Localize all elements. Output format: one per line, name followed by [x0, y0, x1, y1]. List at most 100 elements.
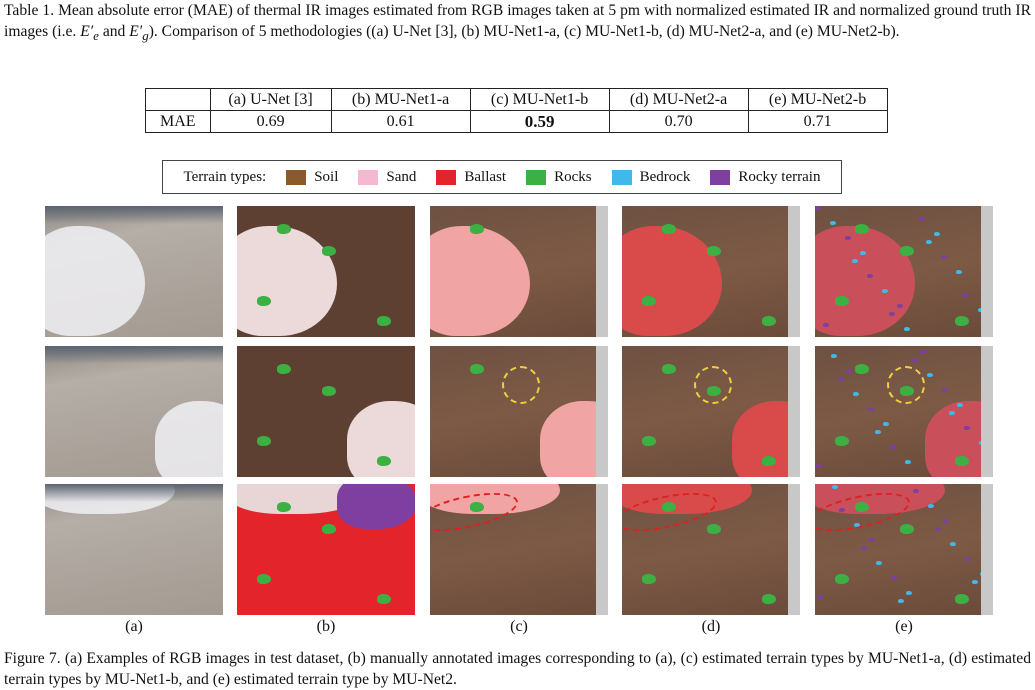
wall: [596, 484, 608, 615]
speckle: [876, 561, 882, 565]
legend-title: Terrain types:: [183, 168, 267, 185]
column-header: (e) MU-Net2-b: [747, 88, 888, 111]
mae-value: 0.69: [209, 110, 332, 133]
speckle: [898, 599, 904, 603]
speckle: [816, 464, 822, 468]
math-symbol: E′: [80, 23, 94, 40]
speckle: [919, 217, 925, 221]
speckle: [854, 523, 860, 527]
speckle: [920, 350, 926, 354]
legend-item: Rocks: [526, 169, 592, 186]
image-panel: [622, 346, 800, 477]
terrain-patch: [337, 484, 415, 529]
rock-patch: [835, 436, 849, 446]
image-panel: [45, 206, 223, 337]
legend-swatch: [710, 169, 731, 185]
speckle: [889, 312, 895, 316]
image-panel: [45, 484, 223, 615]
rock-patch: [277, 502, 291, 512]
value-row: MAE 0.69 0.61 0.59 0.70 0.71: [145, 110, 888, 133]
speckle: [926, 240, 932, 244]
speckle: [883, 422, 889, 426]
column-header: (a) U-Net [3]: [209, 88, 332, 111]
sky: [45, 346, 223, 364]
legend-swatch: [436, 169, 457, 185]
rock-patch: [322, 246, 336, 256]
wall: [596, 346, 608, 477]
speckle: [838, 377, 844, 381]
terrain-patch: [622, 226, 722, 336]
image-panel: [815, 484, 993, 615]
speckle: [913, 489, 919, 493]
rock-patch: [662, 364, 676, 374]
rock-patch: [377, 594, 391, 604]
image-panel: [45, 346, 223, 477]
row-label: MAE: [145, 110, 211, 133]
image-panel: [430, 206, 608, 337]
rock-patch: [835, 296, 849, 306]
column-header: (b) MU-Net1-a: [330, 88, 471, 111]
panel-label: (b): [316, 618, 336, 635]
speckle: [882, 289, 888, 293]
speckle: [965, 557, 971, 561]
rock-patch: [642, 574, 656, 584]
rock-patch: [377, 316, 391, 326]
sky: [45, 206, 223, 224]
legend-swatch: [286, 169, 307, 185]
legend-label: Ballast: [464, 168, 507, 185]
legend-label: Rocky terrain: [738, 168, 821, 185]
column-header: (c) MU-Net1-b: [469, 88, 610, 111]
wall: [981, 206, 993, 337]
speckle: [852, 259, 858, 263]
rock-patch: [762, 594, 776, 604]
speckle: [905, 460, 911, 464]
speckle: [875, 430, 881, 434]
speckle: [943, 519, 949, 523]
speckle: [941, 255, 947, 259]
highlight-ellipse: [694, 366, 732, 404]
speckle: [963, 293, 969, 297]
image-panel: [815, 206, 993, 337]
terrain-patch: [45, 226, 145, 336]
image-panel: [815, 346, 993, 477]
rock-patch: [277, 224, 291, 234]
image-panel: [237, 346, 415, 477]
speckle: [934, 232, 940, 236]
header-row: (a) U-Net [3] (b) MU-Net1-a (c) MU-Net1-b (…: [145, 88, 888, 111]
rock-patch: [900, 246, 914, 256]
rock-patch: [470, 364, 484, 374]
table-caption: Table 1. Mean absolute error (MAE) of th…: [4, 0, 1031, 46]
speckle: [830, 221, 836, 225]
caption-text: and: [98, 23, 130, 40]
terrain-patch: [155, 401, 223, 477]
rock-patch: [257, 574, 271, 584]
legend-label: Bedrock: [639, 168, 691, 185]
wall: [596, 206, 608, 337]
figure-caption: Figure 7. (a) Examples of RGB images in …: [4, 650, 1031, 688]
rock-patch: [835, 574, 849, 584]
rock-patch: [257, 296, 271, 306]
wall: [981, 346, 993, 477]
speckle: [867, 274, 873, 278]
legend-item: Soil: [286, 169, 338, 186]
rock-patch: [642, 436, 656, 446]
legend: Terrain types: Soil Sand Ballast Rocks Bedroc…: [162, 160, 842, 194]
image-panel: [622, 484, 800, 615]
speckle: [817, 595, 823, 599]
wall: [788, 484, 800, 615]
rock-patch: [855, 224, 869, 234]
image-panel: [622, 206, 800, 337]
image-panel: [237, 484, 415, 615]
legend-label: Rocks: [554, 168, 592, 185]
speckle: [839, 508, 845, 512]
caption-text: ). Comparison of 5 methodologies ((a) U-…: [148, 23, 900, 40]
speckle: [949, 411, 955, 415]
legend-label: Soil: [314, 168, 339, 185]
image-panel: [430, 484, 608, 615]
speckle: [831, 354, 837, 358]
speckle: [815, 206, 821, 210]
rock-patch: [642, 296, 656, 306]
caption-text: Table 1. Mean absolute error (MAE) of th…: [4, 2, 1031, 40]
mae-value: 0.70: [608, 110, 749, 133]
